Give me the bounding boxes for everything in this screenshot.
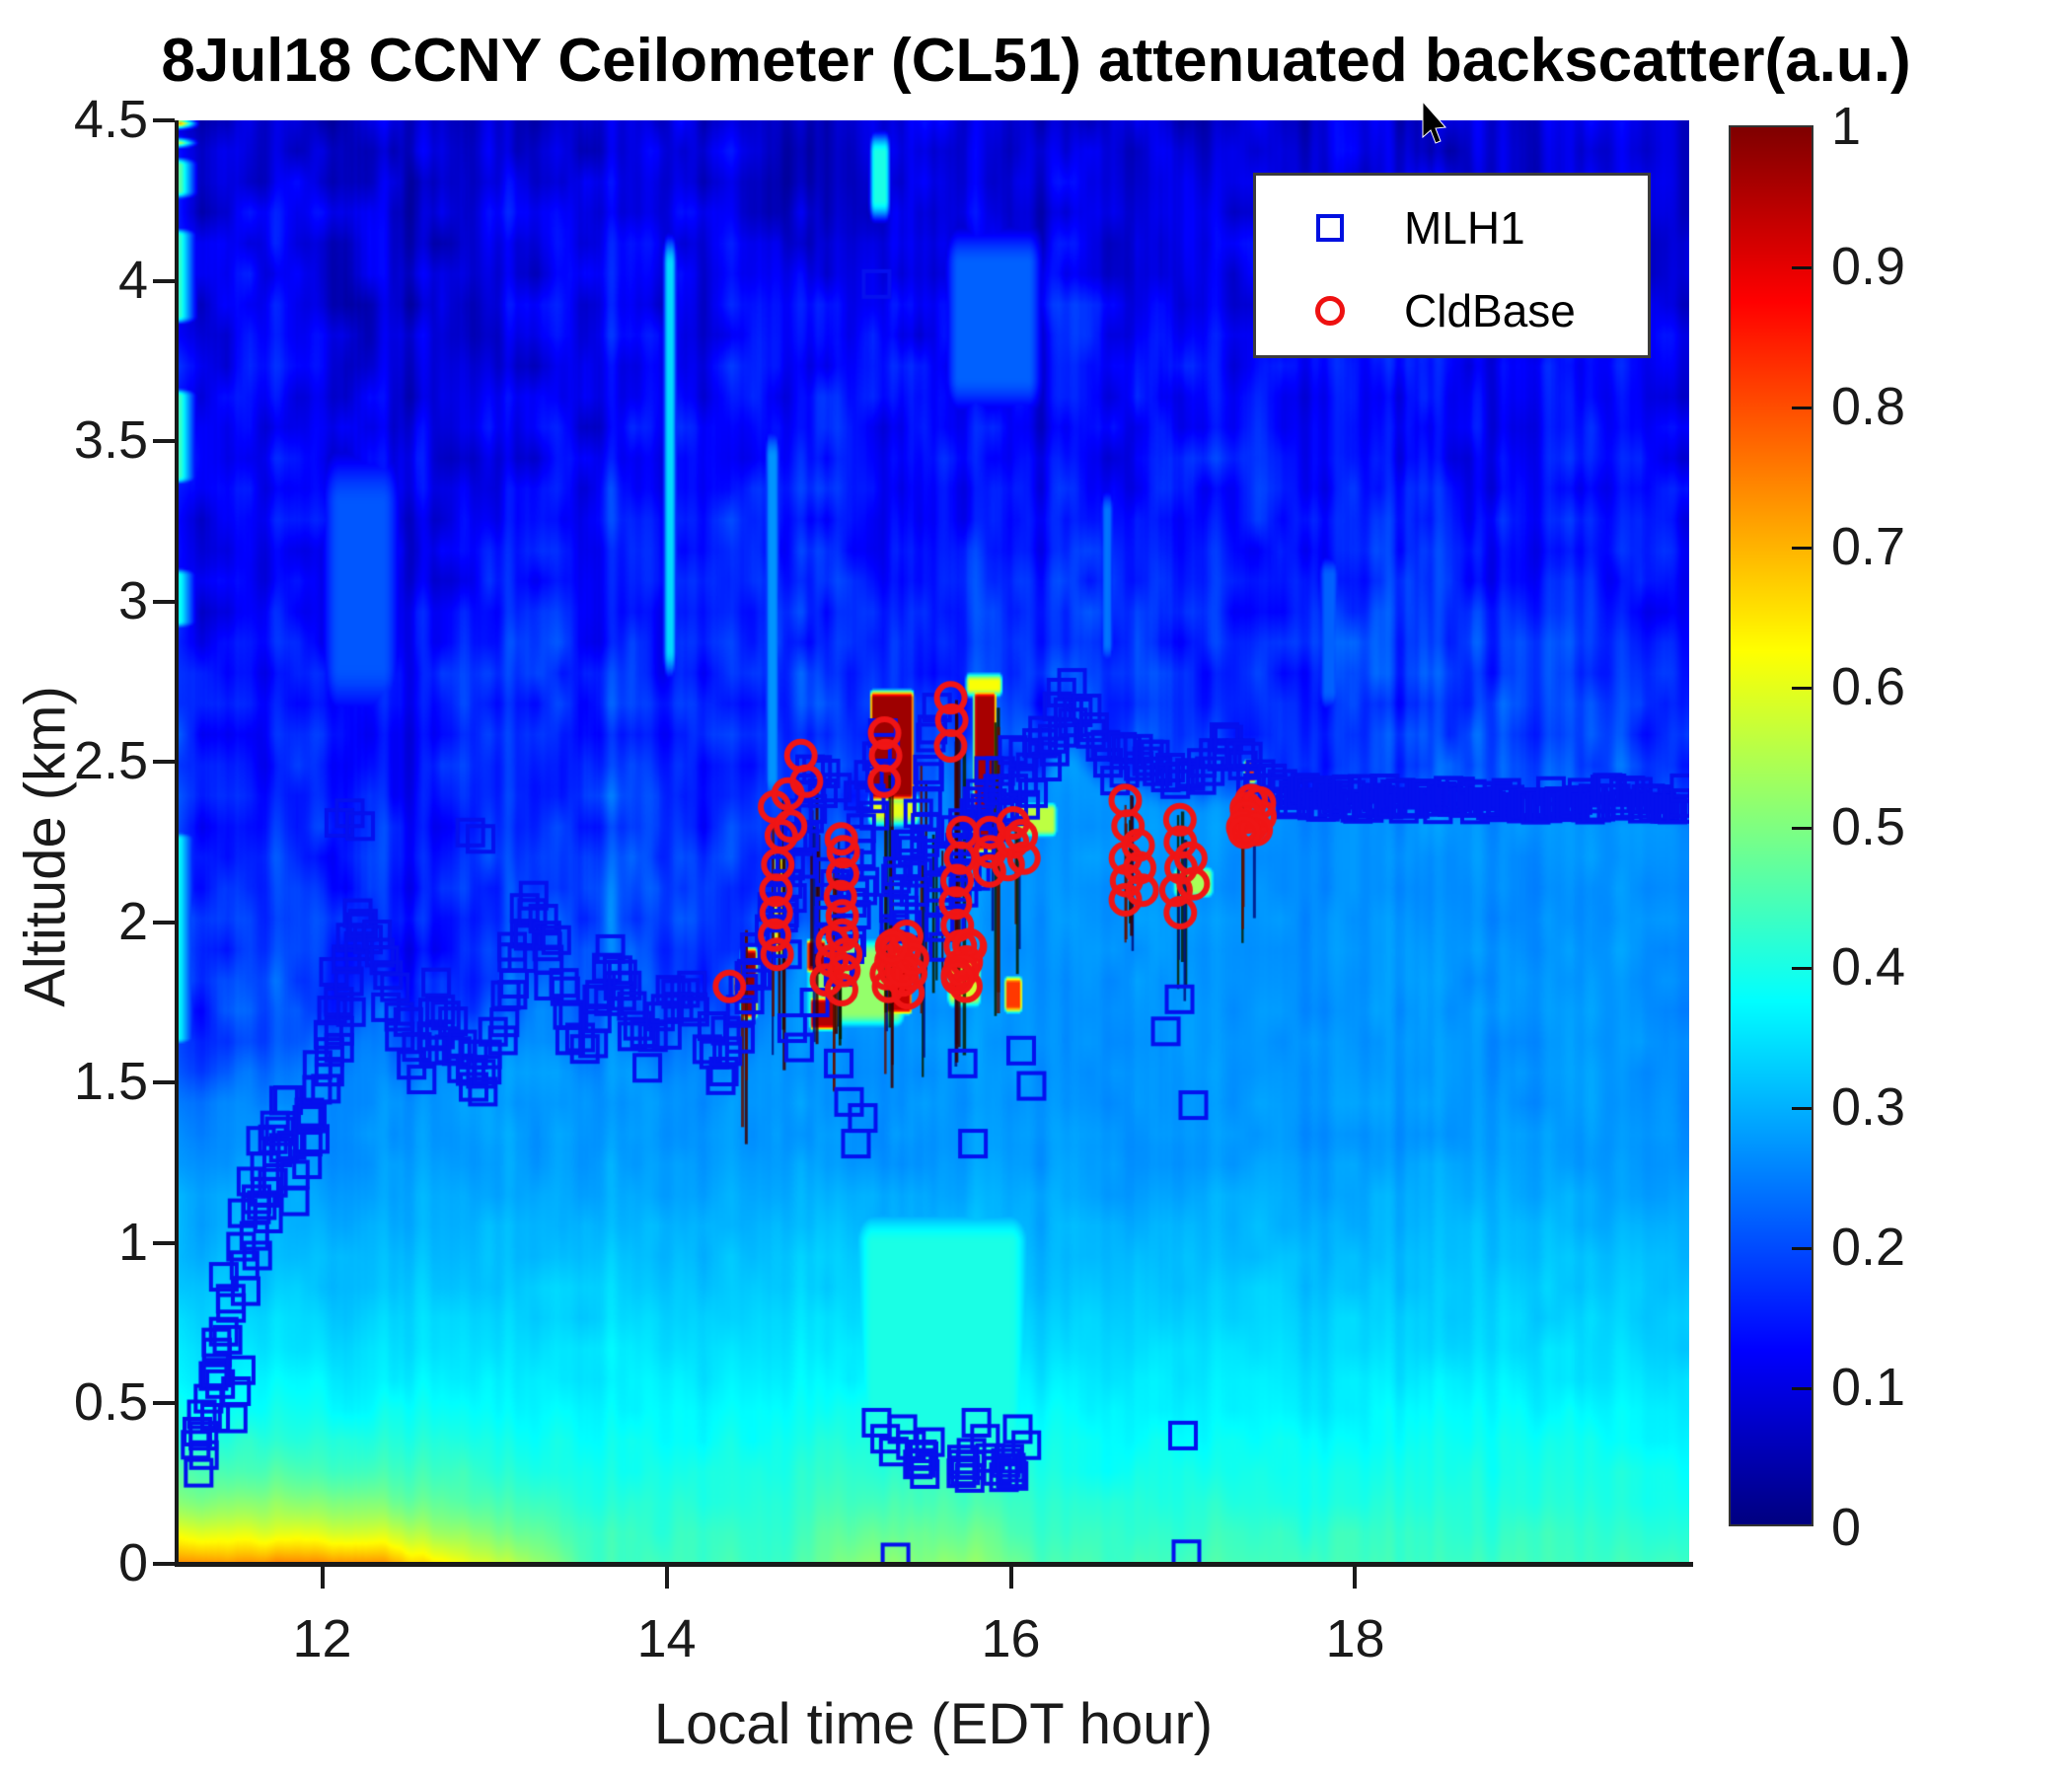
colorbar-tick-mark	[1792, 1106, 1812, 1110]
colorbar-tick-label: 0	[1831, 1498, 1862, 1557]
x-axis-label: Local time (EDT hour)	[653, 1692, 1214, 1756]
colorbar-tick-mark	[1792, 966, 1812, 970]
y-axis-spine	[175, 120, 179, 1567]
colorbar-tick-mark	[1792, 1386, 1812, 1390]
y-tick-label: 4	[117, 250, 148, 310]
cldbase-circle-icon	[1256, 296, 1404, 326]
colorbar-tick-label: 0.8	[1831, 377, 1906, 436]
x-tick-mark	[1353, 1567, 1358, 1589]
y-tick-label: 2	[117, 891, 148, 951]
x-tick-mark	[664, 1567, 669, 1589]
colorbar-tick-label: 0.6	[1831, 657, 1906, 716]
legend-item-mlh1: MLH1	[1256, 193, 1648, 262]
y-tick-mark	[153, 599, 175, 604]
colorbar-tick-label: 0.7	[1831, 517, 1906, 576]
y-tick-mark	[153, 118, 175, 122]
y-tick-label: 0.5	[73, 1372, 148, 1433]
mlh1-square-icon	[1256, 214, 1404, 242]
colorbar-tick-label: 0.4	[1831, 937, 1906, 997]
legend-label-mlh1: MLH1	[1404, 202, 1525, 254]
colorbar-tick-label: 0.2	[1831, 1218, 1906, 1277]
colorbar-tick-label: 0.9	[1831, 237, 1906, 296]
colorbar	[1729, 125, 1813, 1526]
colorbar-tick-label: 0.5	[1831, 797, 1906, 856]
y-tick-mark	[153, 1240, 175, 1245]
colorbar-tick-mark	[1792, 265, 1812, 269]
colorbar-tick-mark	[1792, 1246, 1812, 1250]
y-tick-label: 1.5	[73, 1052, 148, 1112]
y-tick-label: 4.5	[73, 90, 148, 149]
legend: MLH1 CldBase	[1253, 173, 1651, 358]
y-tick-mark	[153, 1401, 175, 1406]
y-tick-label: 0	[117, 1533, 148, 1592]
x-tick-label: 16	[981, 1609, 1041, 1668]
x-tick-label: 12	[292, 1609, 352, 1668]
colorbar-tick-mark	[1792, 546, 1812, 550]
x-tick-mark	[1008, 1567, 1013, 1589]
legend-item-cldbase: CldBase	[1256, 276, 1648, 345]
y-tick-label: 1	[117, 1212, 148, 1272]
y-tick-mark	[153, 1562, 175, 1566]
x-tick-label: 18	[1325, 1609, 1385, 1668]
y-tick-mark	[153, 1080, 175, 1085]
chart-title: 8Jul18 CCNY Ceilometer (CL51) attenuated…	[161, 27, 1911, 95]
colorbar-tick-mark	[1792, 686, 1812, 690]
mouse-cursor-icon	[1422, 102, 1447, 144]
colorbar-tick-label: 0.3	[1831, 1077, 1906, 1137]
x-axis-spine	[175, 1562, 1693, 1567]
y-tick-mark	[153, 920, 175, 925]
markers-canvas	[178, 120, 1689, 1564]
y-tick-mark	[153, 278, 175, 283]
y-axis-label: Altitude (km)	[13, 686, 78, 1007]
x-tick-mark	[320, 1567, 325, 1589]
colorbar-tick-mark	[1792, 406, 1812, 409]
y-tick-label: 3	[117, 570, 148, 630]
y-tick-label: 3.5	[73, 410, 148, 471]
y-tick-mark	[153, 439, 175, 444]
x-tick-label: 14	[636, 1609, 697, 1668]
y-tick-label: 2.5	[73, 731, 148, 791]
colorbar-tick-mark	[1792, 826, 1812, 830]
colorbar-tick-label: 1	[1831, 97, 1862, 156]
y-tick-mark	[153, 760, 175, 765]
colorbar-tick-label: 0.1	[1831, 1358, 1906, 1417]
legend-label-cldbase: CldBase	[1404, 285, 1576, 336]
